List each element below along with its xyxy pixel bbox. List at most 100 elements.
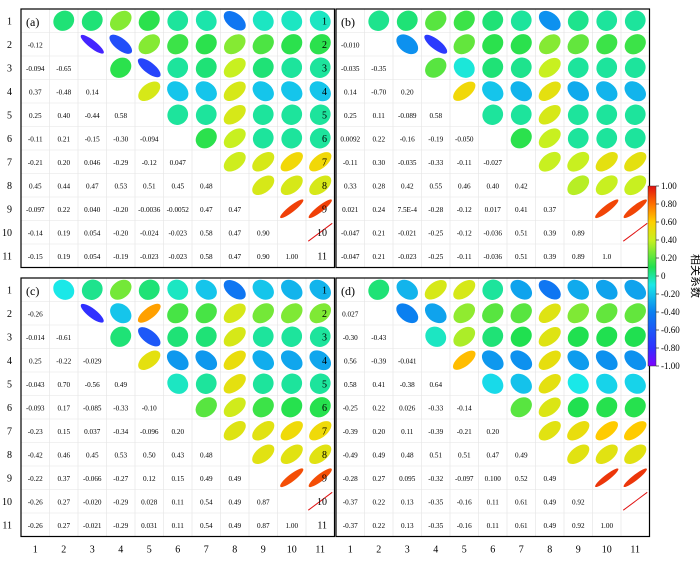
column-label: 5 (147, 545, 152, 556)
panel-label: (d) (341, 284, 355, 298)
correlation-value: 0.021 (342, 206, 359, 214)
row-label: 1 (7, 285, 12, 296)
column-label: 2 (61, 545, 66, 556)
correlation-ellipse (81, 10, 103, 31)
correlation-ellipse (623, 199, 647, 219)
correlation-value: -0.096 (140, 428, 159, 436)
column-label: 9 (576, 545, 581, 556)
correlation-ellipse (482, 57, 504, 78)
correlation-value: -0.34 (113, 428, 128, 436)
correlation-value: -0.28 (343, 475, 358, 483)
correlation-value: 0.21 (57, 135, 70, 143)
correlation-ellipse (596, 57, 618, 78)
correlation-value: 0.49 (372, 451, 385, 459)
correlation-value: -0.20 (113, 229, 128, 237)
heatmap-panel: (b) -0.010 -0.035 -0.35 0.14 -0.70 0.20 0.25 0.1… (317, 8, 651, 269)
correlation-value: 0.92 (572, 498, 585, 506)
correlation-ellipse (510, 303, 532, 324)
correlation-value: 0.49 (543, 522, 556, 530)
row-label: 11 (317, 251, 327, 262)
correlation-ellipse (280, 199, 304, 219)
correlation-ellipse (567, 175, 590, 196)
column-label: 7 (519, 545, 524, 556)
correlation-ellipse (567, 397, 589, 418)
correlation-value: 0.15 (57, 428, 70, 436)
correlation-value: 0.25 (29, 357, 42, 365)
correlation-ellipse (281, 128, 303, 149)
correlation-value: 0.046 (84, 159, 101, 167)
correlation-value: 0.87 (257, 498, 270, 506)
correlation-ellipse (252, 57, 274, 78)
correlation-value: 0.49 (543, 498, 556, 506)
correlation-value: -0.020 (83, 498, 102, 506)
correlation-value: 0.49 (200, 475, 213, 483)
column-label: 1 (348, 545, 353, 556)
correlation-ellipse (309, 104, 331, 125)
correlation-value: 0.28 (372, 182, 385, 190)
correlation-value: -0.35 (371, 65, 386, 73)
correlation-ellipse (167, 10, 189, 31)
correlation-ellipse (510, 10, 532, 31)
correlation-value: 0.55 (429, 182, 442, 190)
correlation-ellipse (280, 421, 303, 441)
correlation-value: 0.37 (29, 88, 42, 96)
correlation-value: 0.027 (342, 310, 359, 318)
correlation-ellipse (595, 175, 618, 196)
correlation-value: -0.37 (343, 498, 358, 506)
correlation-value: -0.27 (113, 475, 128, 483)
correlation-ellipse (510, 279, 533, 300)
correlation-ellipse (309, 303, 332, 324)
correlation-ellipse (624, 128, 646, 149)
row-label: 5 (322, 110, 327, 121)
correlation-value: 0.21 (372, 253, 385, 261)
correlation-value: -0.023 (168, 229, 187, 237)
correlation-ellipse (596, 326, 618, 347)
row-label: 10 (317, 497, 327, 508)
correlation-ellipse (252, 303, 274, 324)
column-label: 7 (204, 545, 209, 556)
correlation-value: 0.25 (29, 112, 42, 120)
correlation-ellipse (453, 81, 476, 101)
correlation-value: 0.40 (57, 112, 70, 120)
correlation-value: -0.23 (28, 428, 43, 436)
correlation-ellipse (453, 326, 476, 347)
correlation-ellipse (223, 151, 246, 172)
correlation-value: 1.0 (602, 253, 611, 261)
correlation-ellipse (567, 151, 590, 172)
correlation-ellipse (166, 350, 189, 371)
column-label: 11 (630, 545, 640, 556)
correlation-value: -0.043 (26, 381, 45, 389)
correlation-ellipse (252, 421, 275, 441)
correlation-value: 0.89 (572, 253, 585, 261)
correlation-ellipse (223, 397, 246, 418)
row-label: 2 (322, 309, 327, 320)
correlation-value: 0.87 (257, 522, 270, 530)
correlation-ellipse (538, 279, 561, 300)
colorbar-tick-label: -0.40 (661, 307, 680, 317)
correlation-ellipse (567, 326, 589, 347)
correlation-value: -0.14 (28, 229, 43, 237)
correlation-ellipse (195, 81, 217, 102)
panel-frame (335, 8, 651, 269)
correlation-value: -0.25 (343, 404, 358, 412)
colorbar-tick-label: 0 (661, 271, 666, 281)
correlation-ellipse (623, 468, 647, 488)
correlation-ellipse (596, 10, 618, 31)
row-label: 4 (7, 87, 12, 98)
correlation-value: -0.16 (400, 135, 415, 143)
correlation-value: -0.43 (371, 334, 386, 342)
row-label: 3 (322, 63, 327, 74)
panel-frame (20, 8, 336, 269)
correlation-value: -0.11 (28, 135, 43, 143)
correlation-value: -0.61 (56, 334, 71, 342)
correlation-value: 0.27 (57, 498, 70, 506)
correlation-value: -0.050 (455, 135, 474, 143)
panel-frame (20, 277, 336, 538)
correlation-ellipse (167, 303, 189, 324)
correlation-value: -0.027 (483, 159, 502, 167)
correlation-ellipse (538, 327, 561, 347)
correlation-ellipse (309, 175, 332, 196)
correlation-value: 0.22 (57, 206, 70, 214)
colorbar: 1.00 0.80 0.60 0.40 0.20 0 -0.20 -0.40 -0.60 -0.8… (647, 181, 700, 371)
correlation-value: -0.085 (83, 404, 102, 412)
